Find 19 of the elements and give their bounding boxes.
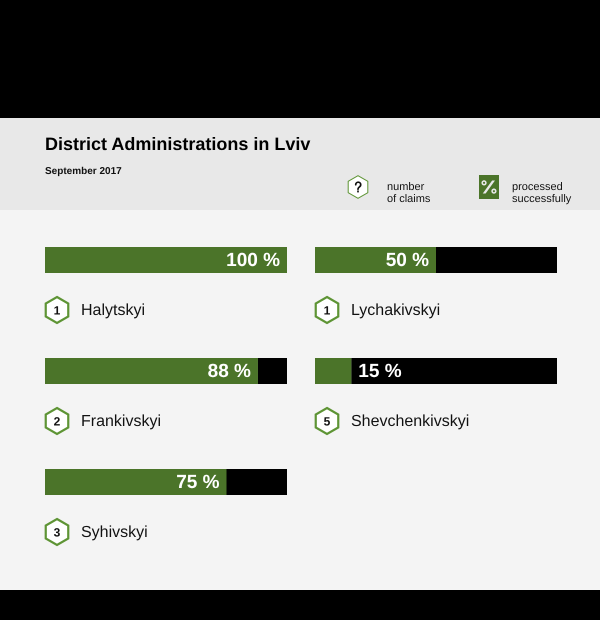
annotation: 5 bbox=[324, 414, 331, 428]
data-label: 100 % bbox=[226, 250, 280, 271]
y-tick-label: Frankivskyi bbox=[81, 413, 162, 430]
annotation: 3 bbox=[54, 526, 61, 540]
annotation: 1 bbox=[54, 304, 61, 318]
annotation: 1 bbox=[324, 304, 331, 318]
data-label: 75 % bbox=[176, 472, 220, 493]
text: number of claims bbox=[387, 181, 431, 205]
legend-label: processed successfully bbox=[512, 181, 572, 205]
data-label: 15 % bbox=[358, 361, 402, 382]
chart-subtitle: September 2017 bbox=[45, 166, 122, 177]
chart-title: District Administrations in Lviv bbox=[45, 134, 310, 154]
data-label: 88 % bbox=[208, 361, 252, 382]
y-tick-label: Syhivskyi bbox=[81, 524, 148, 541]
data-label: 50 % bbox=[386, 250, 430, 271]
annotation: 2 bbox=[54, 414, 61, 428]
y-tick-label: Halytskyi bbox=[81, 302, 146, 319]
y-tick-label: Lychakivskyi bbox=[351, 302, 440, 319]
y-tick-label: Shevchenkivskyi bbox=[351, 413, 470, 430]
